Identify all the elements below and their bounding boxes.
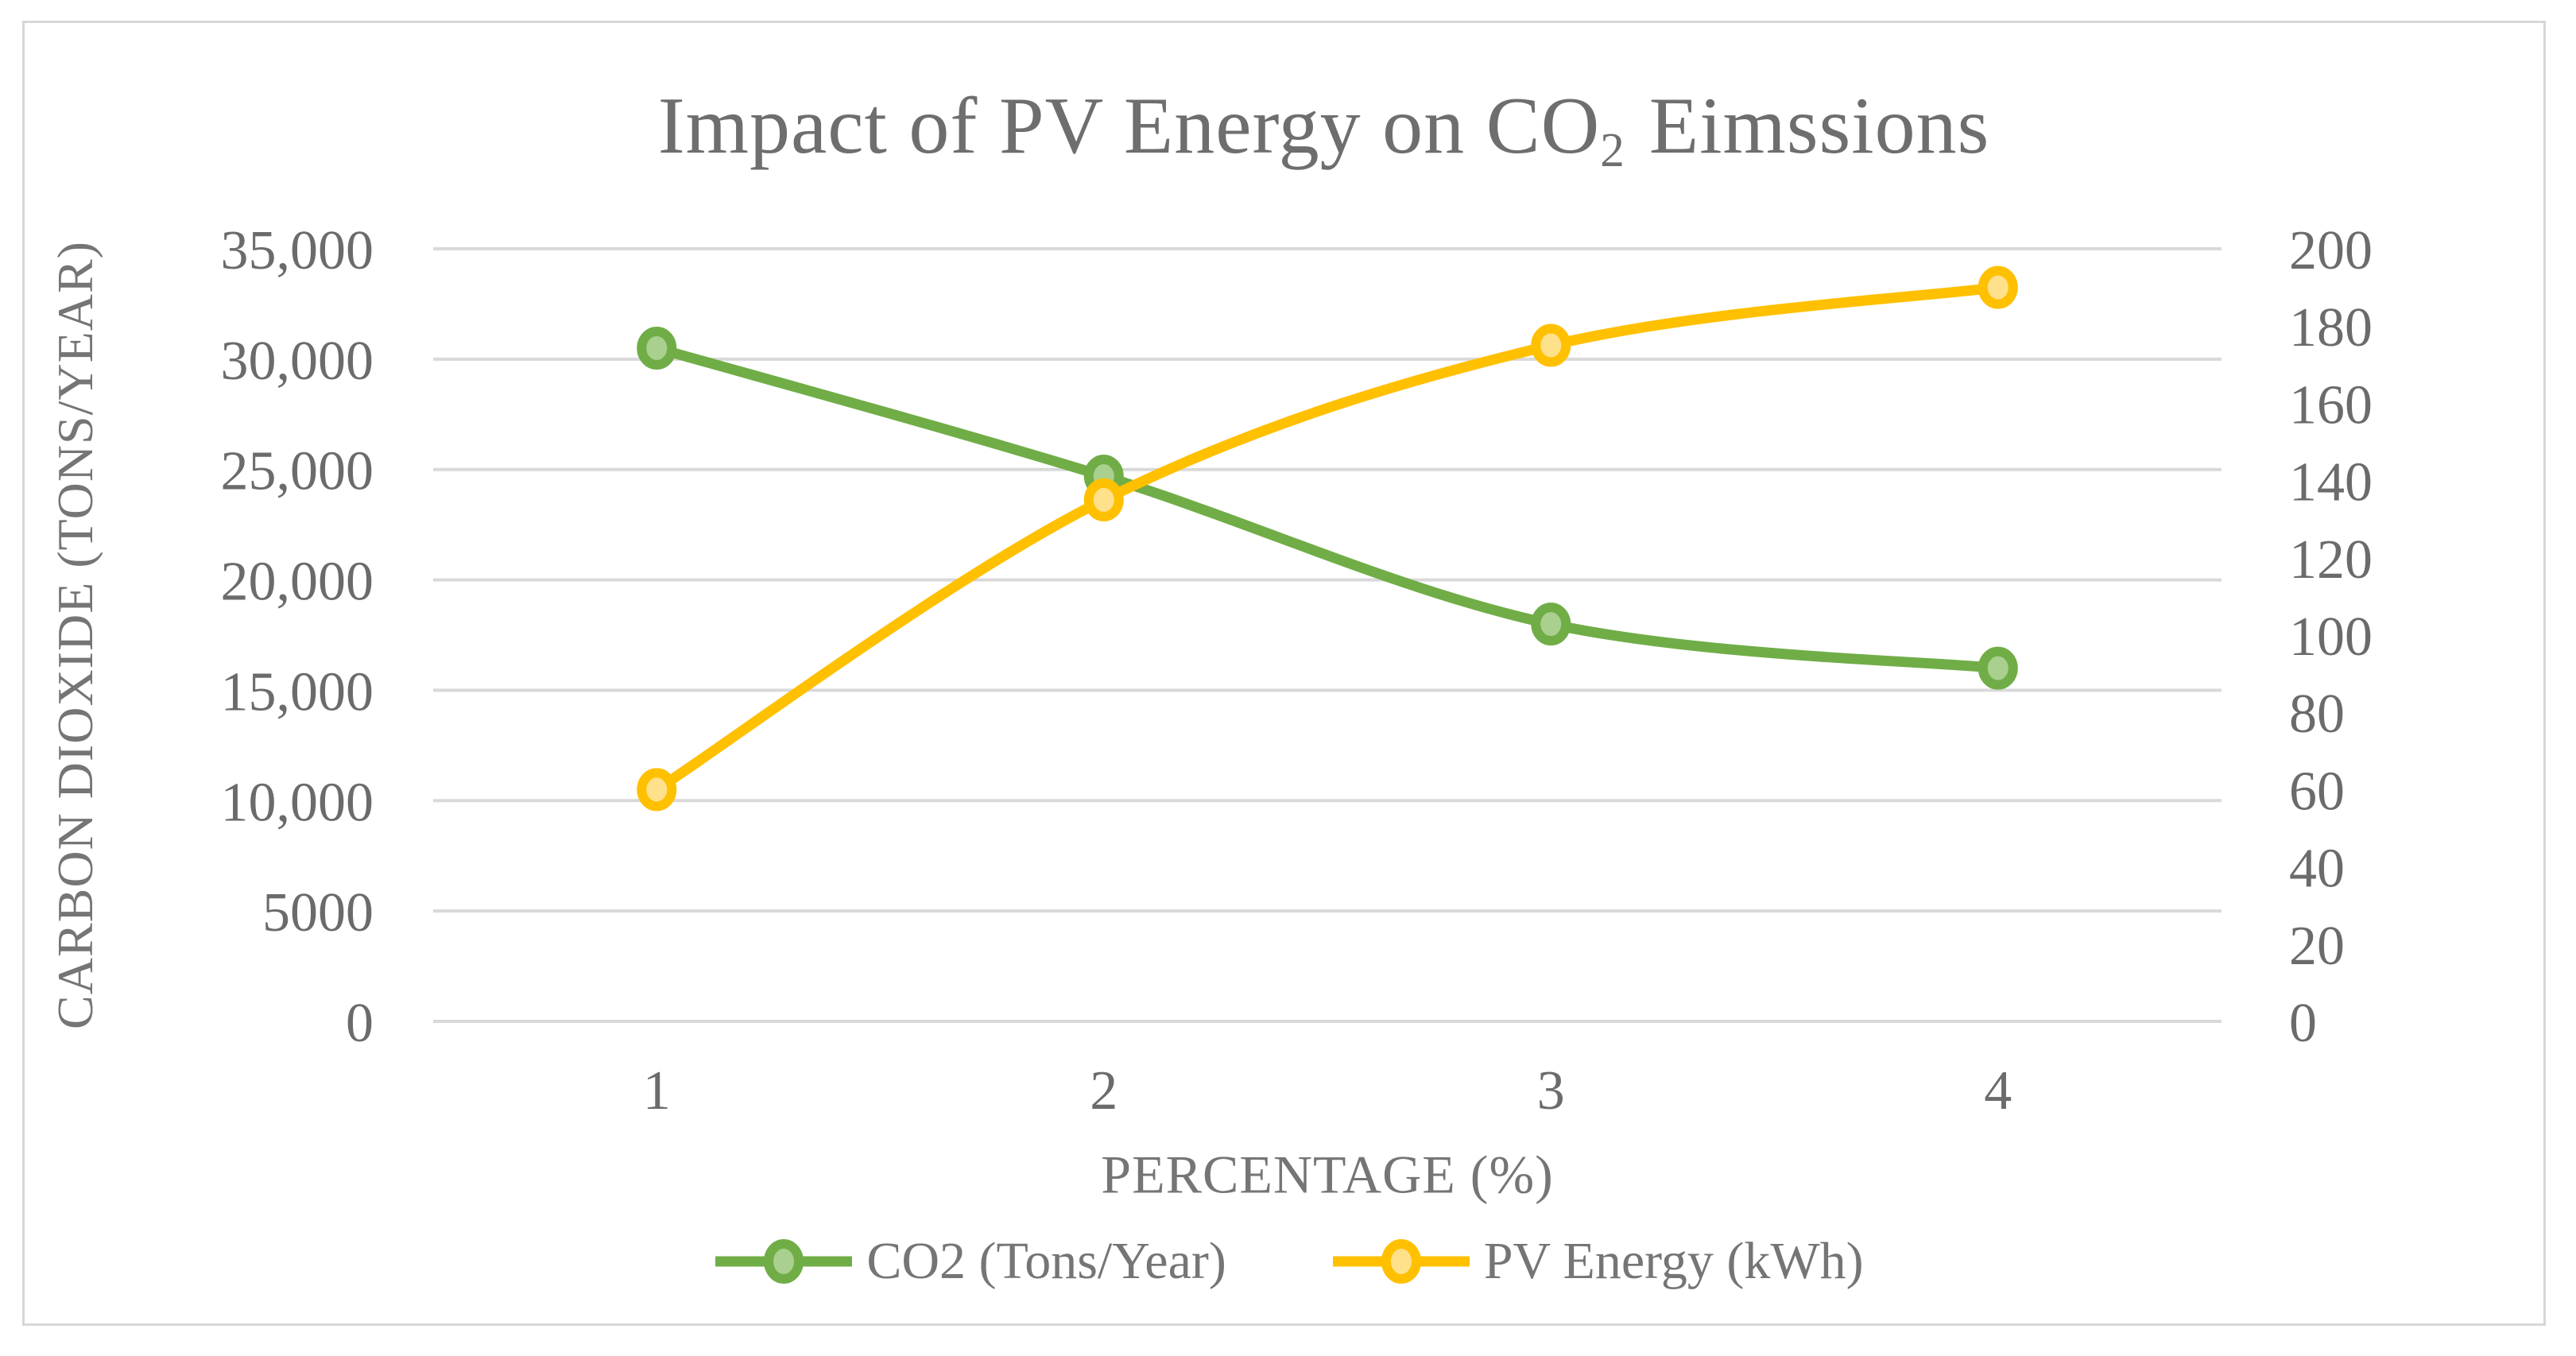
left-axis-tick-label: 15,000 (221, 661, 374, 723)
chart-title-text-2: Eimssions (1648, 81, 1990, 171)
x-axis-tick-label: 3 (1537, 1060, 1565, 1122)
gridlines (433, 247, 2222, 1023)
right-axis-tick-label: 200 (2289, 220, 2373, 281)
left-axis-tick-label: 0 (346, 993, 374, 1054)
right-axis-tick-label: 40 (2289, 839, 2345, 900)
right-axis-tick-label: 120 (2289, 529, 2373, 591)
chart-title-text: Impact of PV Energy on CO (657, 81, 1601, 171)
legend: CO2 (Tons/Year) PV Energy (kWh) (0, 1228, 2576, 1295)
series-line-0 (651, 343, 2004, 674)
series-marker-1 (1083, 478, 1124, 521)
series-marker-1 (637, 768, 677, 812)
series (637, 265, 2018, 812)
legend-marker-co2 (715, 1239, 853, 1284)
chart-frame (22, 21, 2546, 1326)
left-axis-title: CARBON DIOXIDE (TONS/YEAR) (47, 241, 103, 1029)
right-axis-ticks: 0 20 40 60 80 100 120 140 160 180 200 (2289, 220, 2373, 1054)
x-axis-ticks: 1 2 3 4 (643, 1060, 2012, 1122)
legend-marker-pv (1332, 1239, 1470, 1284)
x-axis-tick-label: 1 (643, 1060, 671, 1122)
series-marker-0 (1978, 646, 2018, 690)
right-axis-tick-label: 20 (2289, 916, 2345, 977)
x-axis-title: PERCENTAGE (%) (1101, 1144, 1554, 1205)
right-axis-tick-label: 80 (2289, 684, 2345, 745)
series-marker-0 (637, 326, 677, 370)
right-axis-tick-label: 100 (2289, 606, 2373, 668)
legend-label-pv: PV Energy (kWh) (1483, 1232, 1864, 1290)
legend-label-co2: CO2 (Tons/Year) (866, 1232, 1226, 1290)
right-axis-tick-label: 0 (2289, 993, 2317, 1054)
series-marker-1 (1978, 265, 2018, 309)
left-axis-tick-label: 35,000 (221, 220, 374, 281)
legend-dot-co2 (764, 1239, 804, 1284)
legend-item-co2: CO2 (Tons/Year) (712, 1228, 1226, 1295)
right-axis-tick-label: 60 (2289, 761, 2345, 822)
series-marker-0 (1531, 602, 1571, 646)
left-axis-ticks: 0 5000 10,000 15,000 20,000 25,000 30,000 35,00… (221, 220, 374, 1054)
left-axis-tick-label: 10,000 (221, 772, 374, 833)
right-axis-tick-label: 180 (2289, 297, 2373, 358)
series-line-1 (651, 282, 2004, 795)
right-axis-tick-label: 140 (2289, 452, 2373, 513)
x-axis-tick-label: 4 (1984, 1060, 2012, 1122)
legend-item-pv: PV Energy (kWh) (1330, 1228, 1864, 1295)
legend-dot-pv (1381, 1239, 1421, 1284)
x-axis-tick-label: 2 (1090, 1060, 1118, 1122)
left-axis-tick-label: 30,000 (221, 331, 374, 392)
right-axis-tick-label: 160 (2289, 374, 2373, 436)
left-axis-tick-label: 5000 (262, 882, 374, 943)
series-marker-1 (1531, 324, 1571, 367)
chart-title: Impact of PV Energy on CO2 Eimssions (72, 79, 2576, 179)
left-axis-tick-label: 20,000 (221, 552, 374, 613)
chart-title-subscript: 2 (1600, 123, 1625, 178)
left-axis-tick-label: 25,000 (221, 441, 374, 502)
